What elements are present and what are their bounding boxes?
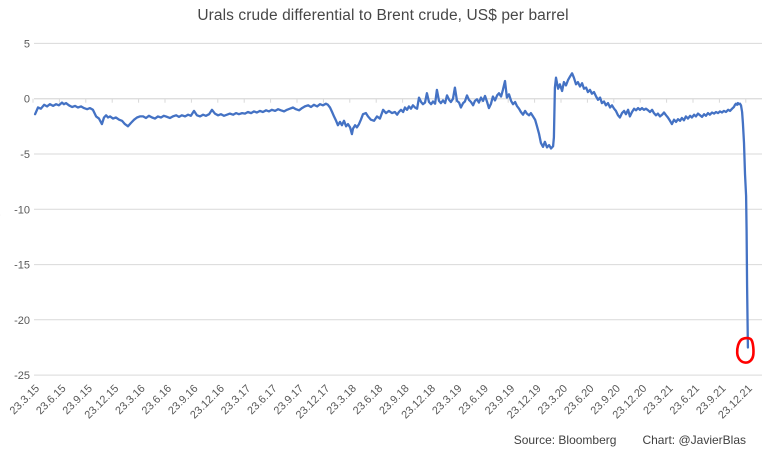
y-tick-label: -20 — [14, 315, 30, 327]
y-tick-label: -15 — [14, 260, 30, 272]
y-tick-label: 5 — [24, 38, 30, 50]
source-label: Source: Bloomberg — [513, 433, 617, 447]
credit-label: Chart: @JavierBlas — [642, 433, 746, 447]
y-tick-label: -25 — [14, 370, 30, 382]
hand-drawn-circle-annotation — [735, 336, 755, 364]
urals-brent-differential-line — [33, 72, 750, 349]
y-axis-title-fragment: ) — [0, 206, 1, 223]
y-tick-label: -10 — [14, 204, 30, 216]
chart-title: Urals crude differential to Brent crude,… — [197, 7, 569, 24]
chart-footer: Source: Bloomberg Chart: @JavierBlas — [514, 433, 746, 447]
y-tick-label: 0 — [24, 94, 30, 106]
y-tick-label: -5 — [20, 149, 30, 161]
